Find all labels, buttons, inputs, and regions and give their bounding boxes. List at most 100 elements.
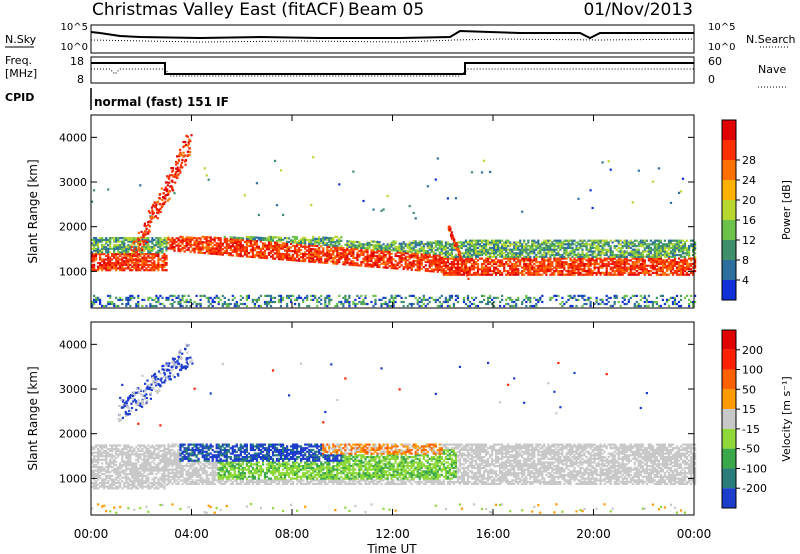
- data-cell: [649, 257, 652, 260]
- data-cell: [595, 257, 598, 260]
- data-cell: [308, 246, 311, 249]
- data-cell: [176, 162, 179, 165]
- data-cell: [101, 258, 104, 261]
- data-cell: [480, 250, 484, 253]
- data-cell: [187, 243, 190, 246]
- data-cell: [589, 261, 592, 264]
- data-cell: [392, 240, 395, 243]
- data-cell: [103, 504, 106, 507]
- data-cell: [605, 259, 608, 262]
- data-cell: [617, 270, 620, 273]
- data-cell: [599, 253, 602, 257]
- data-cell: [95, 480, 98, 483]
- data-cell: [410, 263, 413, 266]
- data-cell: [462, 298, 466, 301]
- data-cell: [314, 294, 317, 297]
- data-cell: [382, 248, 385, 251]
- data-cell: [247, 294, 250, 297]
- data-cell: [631, 255, 634, 258]
- data-cell: [464, 302, 468, 306]
- data-cell: [521, 243, 524, 246]
- data-cell: [97, 473, 100, 476]
- data-cell: [183, 294, 186, 297]
- data-cell: [370, 252, 373, 255]
- data-cell: [543, 261, 546, 264]
- data-cell: [619, 266, 622, 269]
- data-cell: [167, 238, 170, 241]
- data-cell: [462, 271, 466, 274]
- data-cell: [565, 252, 568, 255]
- data-cell: [195, 240, 198, 243]
- data-cell: [113, 244, 116, 247]
- data-cell: [651, 253, 654, 257]
- data-cell: [342, 256, 345, 259]
- data-cell: [694, 262, 697, 266]
- data-cell: [229, 241, 232, 244]
- data-cell: [408, 247, 411, 250]
- data-cell: [547, 266, 550, 269]
- data-cell: [209, 238, 212, 241]
- data-cell: [168, 181, 171, 184]
- data-cell: [129, 253, 132, 256]
- data-cell: [322, 241, 325, 244]
- data-cell: [239, 294, 242, 297]
- data-cell: [336, 250, 339, 253]
- data-cell: [483, 248, 486, 251]
- data-cell: [541, 264, 544, 267]
- data-cell: [442, 252, 445, 255]
- data-cell: [619, 270, 622, 273]
- data-cell: [567, 239, 570, 242]
- data-cell: [149, 296, 152, 299]
- data-cell: [573, 239, 576, 242]
- data-cell: [137, 238, 140, 241]
- data-cell: [193, 249, 196, 252]
- data-cell: [95, 469, 98, 472]
- data-cell: [607, 160, 610, 163]
- data-cell: [545, 264, 548, 267]
- data-cell: [681, 262, 685, 266]
- data-cell: [440, 262, 443, 265]
- data-cell: [354, 304, 357, 308]
- data-cell: [448, 253, 451, 257]
- data-cell: [253, 239, 256, 243]
- data-cell: [438, 242, 441, 245]
- data-cell: [595, 271, 598, 274]
- data-cell: [404, 243, 407, 246]
- data-cell: [623, 250, 626, 253]
- data-cell: [336, 255, 339, 258]
- data-cell: [561, 243, 564, 246]
- data-cell: [601, 264, 604, 267]
- data-cell: [480, 294, 484, 297]
- data-cell: [223, 251, 226, 254]
- data-cell: [493, 266, 496, 269]
- data-cell: [195, 244, 198, 247]
- data-cell: [95, 254, 98, 257]
- data-cell: [426, 259, 429, 262]
- data-cell: [402, 257, 405, 260]
- data-cell: [637, 304, 640, 308]
- data-cell: [161, 256, 164, 259]
- data-cell: [179, 239, 182, 242]
- data-cell: [466, 246, 470, 249]
- data-cell: [129, 296, 132, 299]
- data-cell: [149, 216, 152, 219]
- data-cell: [635, 262, 638, 266]
- data-cell: [286, 249, 289, 252]
- data-cell: [265, 304, 269, 308]
- data-cell: [635, 264, 638, 267]
- data-cell: [185, 245, 188, 248]
- data-cell: [454, 259, 457, 262]
- data-cell: [131, 265, 134, 268]
- data-cell: [209, 236, 212, 239]
- data-cell: [328, 253, 331, 256]
- data-cell: [631, 250, 634, 253]
- data-cell: [553, 243, 556, 246]
- data-cell: [251, 248, 254, 251]
- data-cell: [306, 304, 309, 308]
- data-cell: [177, 294, 180, 297]
- data-cell: [213, 251, 216, 254]
- data-cell: [107, 262, 110, 265]
- data-cell: [273, 300, 277, 304]
- data-cell: [130, 248, 133, 251]
- data-cell: [265, 246, 269, 249]
